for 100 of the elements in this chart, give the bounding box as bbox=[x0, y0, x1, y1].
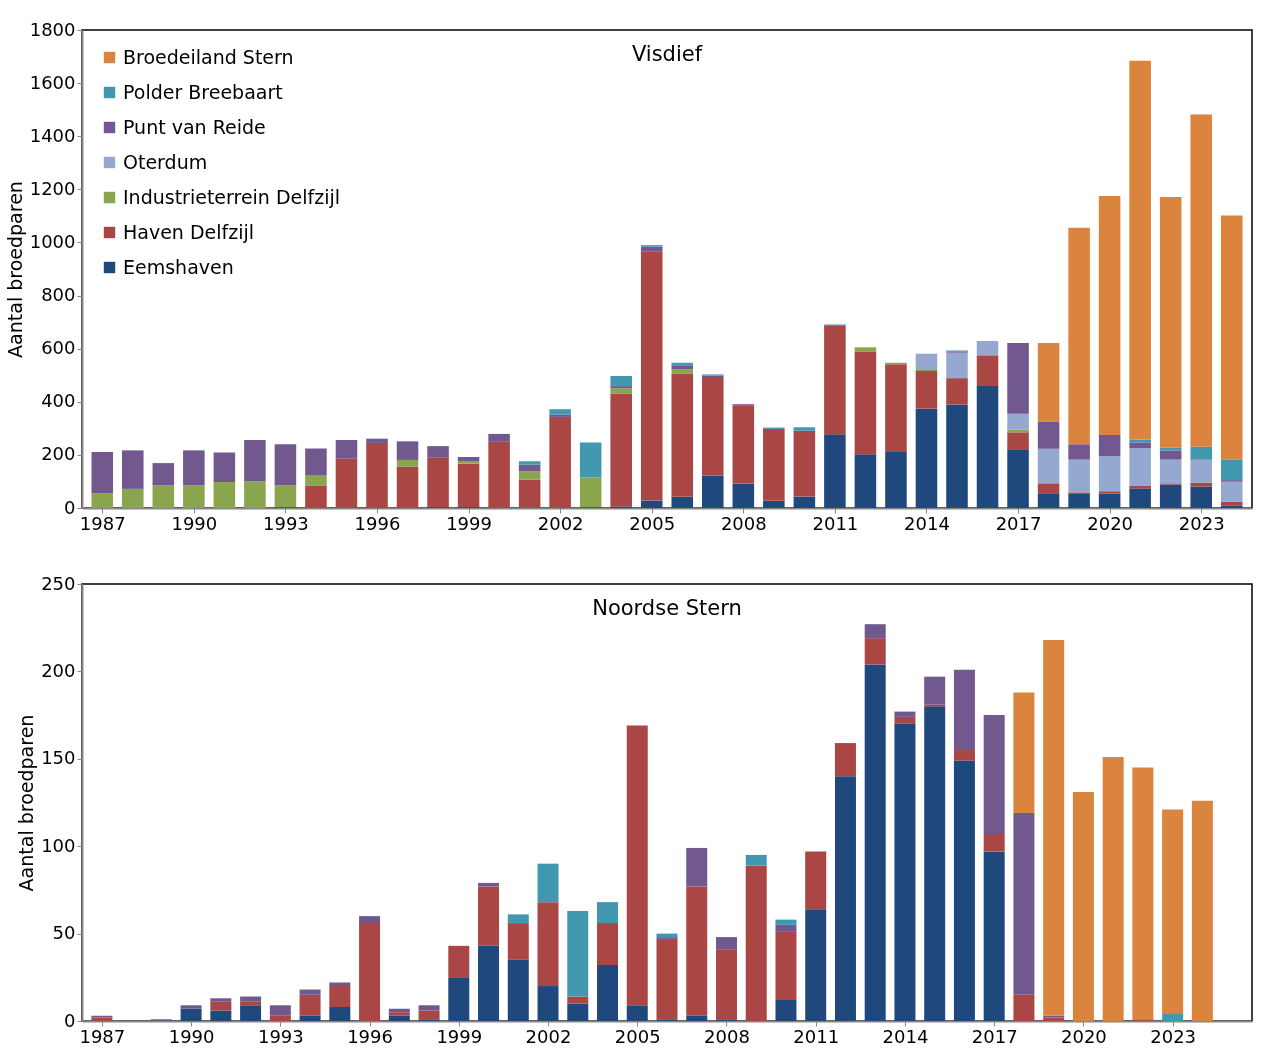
bar bbox=[610, 386, 632, 389]
bar bbox=[610, 376, 632, 387]
bar bbox=[775, 924, 797, 932]
bar bbox=[1007, 432, 1029, 450]
bar bbox=[488, 441, 510, 508]
bar bbox=[122, 488, 144, 508]
bar bbox=[274, 485, 297, 508]
bar bbox=[1068, 227, 1090, 445]
bar bbox=[299, 989, 321, 995]
bar bbox=[732, 405, 755, 484]
bar bbox=[1007, 343, 1029, 414]
bar bbox=[1191, 800, 1213, 1021]
bar bbox=[549, 416, 571, 508]
x-tick-label: 1990 bbox=[168, 1025, 215, 1047]
x-tick-label: 2020 bbox=[1087, 512, 1134, 534]
y-tick-label: 400 bbox=[41, 390, 76, 412]
bar bbox=[478, 886, 500, 946]
bar bbox=[518, 461, 541, 465]
bar bbox=[457, 461, 480, 464]
bar bbox=[1098, 491, 1121, 494]
bar bbox=[396, 466, 419, 508]
bar bbox=[775, 931, 797, 1001]
bar bbox=[702, 475, 724, 508]
bar bbox=[1162, 1014, 1184, 1021]
bar bbox=[388, 1012, 410, 1016]
y-tick-label: 0 bbox=[64, 496, 76, 518]
bar bbox=[427, 446, 449, 458]
bar bbox=[305, 448, 327, 476]
y-tick-label: 200 bbox=[41, 443, 76, 465]
bar bbox=[91, 451, 114, 494]
bar bbox=[626, 725, 648, 1006]
bar bbox=[854, 347, 877, 352]
bar bbox=[1068, 444, 1090, 460]
bar bbox=[396, 441, 419, 460]
bar bbox=[1190, 114, 1212, 447]
bar bbox=[953, 760, 975, 1021]
bar bbox=[240, 1005, 262, 1021]
bar bbox=[915, 370, 938, 409]
y-tick-label: 200 bbox=[41, 659, 76, 681]
bar bbox=[335, 458, 358, 508]
bar bbox=[983, 851, 1005, 1021]
bar bbox=[671, 373, 694, 497]
bar bbox=[488, 433, 510, 442]
bar bbox=[537, 986, 559, 1021]
bar bbox=[1159, 459, 1182, 484]
bar bbox=[1159, 484, 1182, 508]
bar bbox=[1129, 60, 1151, 440]
bar bbox=[478, 945, 500, 1021]
bar bbox=[610, 388, 632, 394]
bar bbox=[427, 457, 449, 508]
bar bbox=[1098, 455, 1121, 492]
x-tick-label: 2017 bbox=[971, 1025, 1018, 1047]
legend-label: Punt van Reide bbox=[123, 115, 266, 138]
bar bbox=[183, 450, 205, 486]
bar bbox=[274, 444, 297, 486]
bar bbox=[915, 408, 938, 508]
bar bbox=[329, 1007, 351, 1021]
x-tick-label: 2005 bbox=[629, 512, 676, 534]
bar bbox=[180, 1008, 202, 1021]
bar bbox=[946, 378, 968, 405]
bar bbox=[1013, 692, 1035, 813]
bar bbox=[1013, 812, 1035, 995]
bar bbox=[1037, 448, 1060, 484]
x-tick-label: 2002 bbox=[525, 1025, 572, 1047]
bar bbox=[894, 723, 916, 1021]
bar bbox=[976, 355, 999, 387]
bar bbox=[834, 776, 856, 1021]
x-tick-label: 1999 bbox=[436, 1025, 483, 1047]
bar bbox=[1007, 449, 1029, 508]
bar bbox=[567, 996, 589, 1004]
bar bbox=[671, 362, 694, 366]
bar bbox=[448, 977, 470, 1021]
bar bbox=[1037, 421, 1060, 449]
y-tick-label: 1200 bbox=[29, 177, 76, 199]
bar bbox=[671, 365, 694, 370]
bar bbox=[507, 914, 529, 924]
y-tick-label: 100 bbox=[41, 834, 76, 856]
bar bbox=[854, 351, 877, 455]
y-axis-title: Aantal broedparen bbox=[15, 714, 38, 892]
bar bbox=[213, 481, 236, 508]
x-tick-label: 2014 bbox=[882, 1025, 929, 1047]
bar bbox=[579, 477, 602, 508]
bar bbox=[885, 364, 907, 452]
bar bbox=[1190, 446, 1212, 460]
bar bbox=[946, 404, 968, 508]
legend-label: Industrieterrein Delfzijl bbox=[123, 185, 341, 208]
y-tick-label: 1400 bbox=[29, 124, 76, 146]
bar bbox=[418, 1005, 440, 1011]
bar bbox=[597, 902, 619, 924]
bar bbox=[359, 923, 381, 1021]
bar bbox=[793, 430, 816, 497]
bar bbox=[305, 485, 327, 508]
bar bbox=[122, 450, 144, 489]
bar bbox=[1102, 757, 1124, 1021]
bar bbox=[240, 996, 262, 1002]
bar bbox=[1068, 493, 1090, 508]
bar bbox=[567, 1003, 589, 1021]
x-tick-label: 1996 bbox=[347, 1025, 393, 1047]
bar bbox=[1098, 195, 1121, 435]
x-tick-label: 1987 bbox=[79, 1025, 126, 1047]
